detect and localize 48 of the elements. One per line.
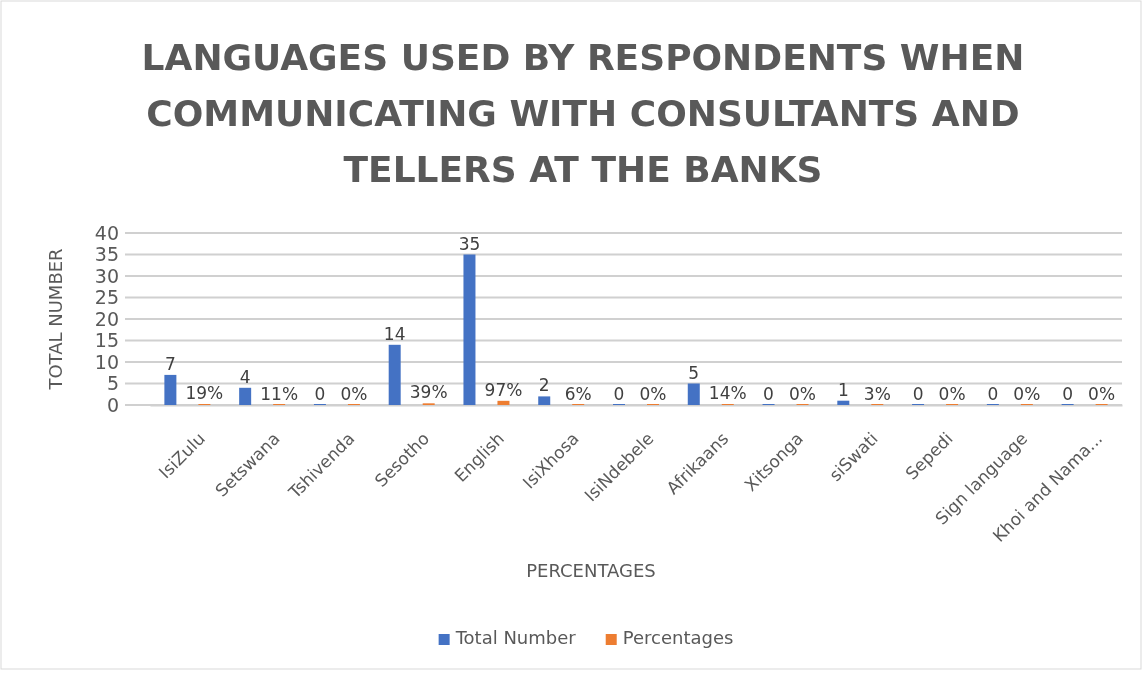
y-axis-title: TOTAL NUMBER — [45, 248, 66, 391]
data-label: 6% — [564, 383, 592, 404]
chart-title: LANGUAGES USED BY RESPONDENTS WHEN COMMUNICATING WITH CONSULTANTS AND TELLERS AT THE BANKS — [141, 37, 1025, 190]
legend-label: Total Number — [454, 627, 577, 648]
data-label: 0 — [987, 384, 999, 404]
data-label: 0 — [763, 384, 774, 404]
y-tick-label: 35 — [94, 243, 119, 266]
data-label: 97% — [484, 379, 523, 400]
data-label: 0% — [1013, 384, 1041, 404]
data-label: 0% — [938, 384, 966, 404]
bar — [239, 387, 252, 405]
y-tick-label: 25 — [94, 286, 119, 309]
bar — [497, 400, 510, 405]
data-label: 39% — [409, 382, 448, 403]
data-label: 11% — [260, 383, 299, 404]
data-label: 35 — [458, 233, 481, 254]
data-label: 19% — [185, 383, 224, 404]
bar — [463, 254, 476, 405]
bar — [538, 396, 551, 405]
data-label: 14 — [383, 323, 406, 344]
y-tick-label: 5 — [106, 372, 119, 395]
data-label: 7 — [164, 353, 176, 374]
bar — [837, 400, 850, 405]
data-label: 0 — [1062, 384, 1074, 404]
data-label: 0% — [340, 384, 368, 404]
bar — [687, 383, 700, 405]
x-axis-title: PERCENTAGES — [526, 560, 656, 581]
data-label: 0% — [639, 384, 667, 404]
bar — [388, 344, 401, 405]
y-tick-label: 0 — [106, 393, 119, 416]
data-label: 0 — [912, 384, 924, 404]
bar — [164, 374, 177, 405]
y-tick-label: 30 — [94, 264, 119, 287]
y-tick-label: 40 — [94, 221, 119, 244]
y-tick-label: 20 — [94, 307, 119, 330]
y-tick-label: 15 — [94, 329, 119, 352]
data-label: 0 — [314, 384, 326, 404]
data-label: 4 — [239, 366, 251, 387]
data-label: 2 — [538, 375, 550, 396]
data-label: 0 — [613, 384, 625, 404]
data-label: 1 — [837, 379, 849, 400]
data-label: 0% — [1088, 384, 1116, 404]
legend-label: Percentages — [622, 627, 734, 648]
data-label: 14% — [708, 383, 747, 404]
data-label: 5 — [688, 362, 700, 383]
data-label: 3% — [863, 383, 891, 404]
data-label: 0% — [789, 384, 817, 404]
y-tick-label: 10 — [94, 350, 119, 373]
